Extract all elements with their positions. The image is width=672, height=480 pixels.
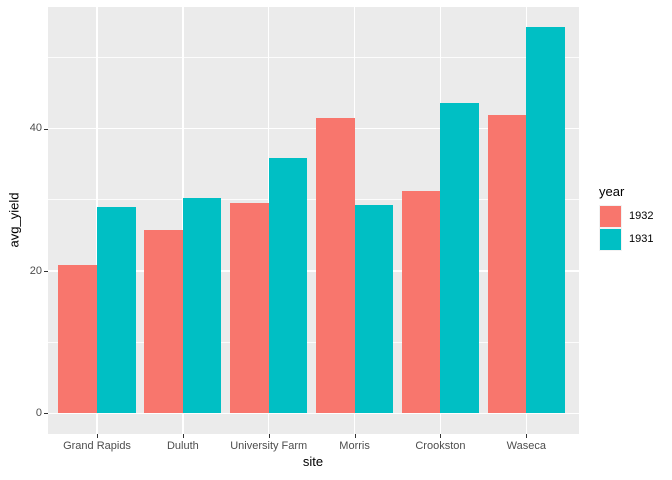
legend-label: 1932: [629, 210, 654, 222]
y-tick-mark: [44, 413, 48, 415]
legend-item-1932: 1932: [599, 205, 653, 228]
bar-1932-morris: [315, 117, 355, 414]
legend-items: 1932 1931: [599, 205, 653, 251]
x-tick-label: Waseca: [506, 440, 546, 452]
x-tick-mark: [526, 434, 528, 438]
y-tick-label: 40: [29, 122, 42, 135]
gridline-major: [48, 127, 579, 130]
x-tick-label: Duluth: [166, 440, 199, 452]
gridline-minor: [48, 57, 579, 59]
legend-swatch-1932: [599, 205, 622, 228]
x-tick-mark: [354, 434, 356, 438]
bar-1932-waseca: [487, 115, 527, 414]
x-tick-mark: [440, 434, 442, 438]
y-tick-mark: [44, 271, 48, 273]
y-axis-title: avg_yield: [6, 192, 22, 248]
legend-item-1931: 1931: [599, 228, 653, 251]
bar-1932-crookston: [401, 191, 441, 414]
plot-panel: [48, 7, 579, 434]
y-tick-label: 0: [35, 406, 42, 419]
gridline-major: [48, 270, 579, 272]
legend-label: 1931: [629, 233, 654, 245]
bar-1932-grand-rapids: [58, 265, 97, 414]
legend: year 1932 1931: [599, 184, 653, 251]
x-tick-label: Crookston: [415, 440, 466, 452]
x-tick-label: Grand Rapids: [63, 440, 131, 452]
bar-1931-waseca: [526, 26, 565, 414]
gridline-major: [48, 412, 579, 415]
x-tick-mark: [268, 434, 270, 438]
bar-1931-university-farm: [268, 158, 308, 414]
x-tick-label: Morris: [339, 440, 370, 452]
x-axis-title: site: [302, 454, 324, 469]
bar-1931-morris: [354, 204, 394, 414]
bar-1931-crookston: [440, 102, 480, 414]
legend-swatch-1931: [599, 228, 622, 251]
legend-title: year: [599, 184, 625, 199]
bar-1932-university-farm: [230, 203, 269, 414]
y-tick-label: 20: [29, 264, 42, 277]
gridline-minor: [48, 341, 579, 343]
x-tick-mark: [97, 434, 98, 438]
bar-1931-grand-rapids: [97, 206, 136, 414]
x-tick-label: University Farm: [230, 440, 308, 452]
x-tick-mark: [182, 434, 184, 438]
y-tick-mark: [44, 128, 48, 130]
bar-1931-duluth: [182, 197, 222, 414]
bar-1932-duluth: [144, 230, 183, 414]
gridline-minor: [48, 199, 579, 201]
